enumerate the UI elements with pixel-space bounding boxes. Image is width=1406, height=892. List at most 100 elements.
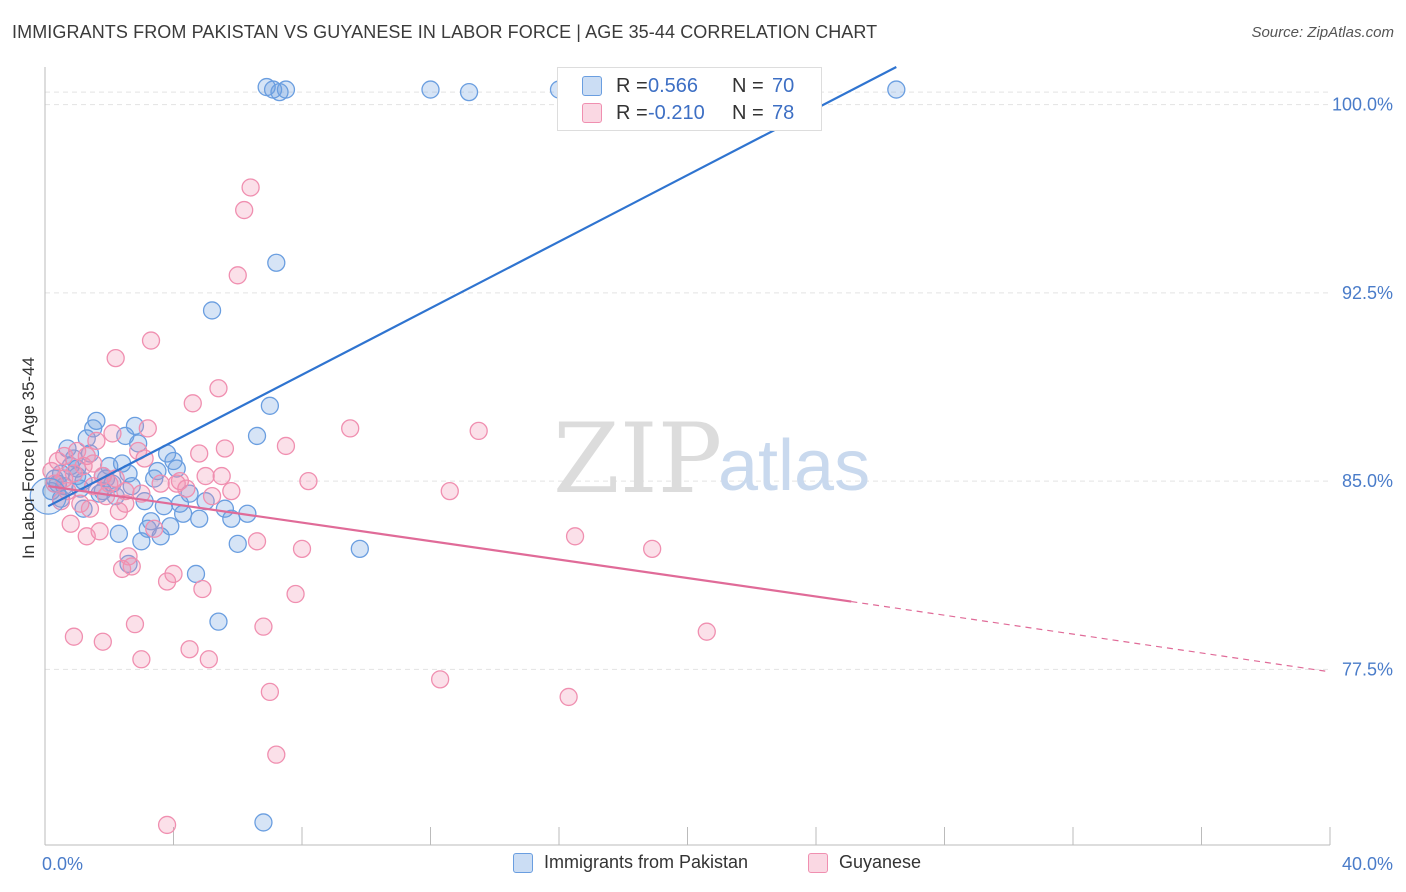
guyanese-point: [177, 479, 196, 498]
pakistan-point: [247, 426, 267, 446]
guyanese-point: [145, 519, 164, 538]
watermark: ZIP atlas: [553, 403, 870, 515]
guyanese-point: [180, 640, 199, 659]
guyanese-point: [292, 539, 312, 559]
pakistan-point: [173, 504, 193, 523]
guyanese-point: [286, 584, 305, 604]
guyanese-point: [164, 564, 183, 584]
y-tick-label: 85.0%: [1342, 471, 1393, 491]
guyanese-point: [64, 464, 84, 483]
pakistan-point: [180, 484, 199, 503]
y-tick-label: 77.5%: [1342, 659, 1393, 679]
guyanese-point: [116, 494, 135, 513]
pakistan-point: [154, 497, 174, 516]
guyanese-point: [222, 481, 241, 501]
guyanese-point: [119, 547, 138, 566]
guyanese-point: [87, 431, 106, 451]
guyanese-point: [157, 572, 177, 591]
r-label: R =: [616, 102, 648, 124]
guyanese-point: [430, 670, 450, 689]
pakistan-point: [267, 253, 286, 272]
guyanese-point: [267, 745, 286, 764]
x-tick-label: 40.0%: [1342, 854, 1393, 874]
pakistan-point: [260, 396, 280, 415]
pakistan-point: [254, 813, 273, 832]
pakistan-point: [74, 499, 93, 518]
guyanese-point: [71, 494, 90, 513]
guyanese-point: [193, 579, 212, 599]
pakistan-legend-label: Immigrants from Pakistan: [544, 852, 749, 872]
guyanese-swatch: [582, 103, 602, 123]
guyanese-point: [228, 266, 247, 285]
guyanese-point: [151, 474, 170, 493]
pakistan-point: [186, 564, 206, 584]
guyanese-point: [341, 419, 360, 438]
guyanese-point: [440, 481, 459, 501]
guyanese-point: [643, 539, 662, 559]
guyanese-point: [190, 444, 209, 463]
pakistan-swatch: [582, 76, 602, 96]
n-label: N =: [732, 75, 764, 97]
guyanese-point: [235, 200, 254, 220]
stats-legend: R = 0.566 N = 70 R = -0.210 N = 78: [557, 67, 822, 131]
guyanese-legend-label: Guyanese: [839, 852, 922, 872]
guyanese-point: [697, 622, 716, 641]
watermark-zip: ZIP: [553, 403, 722, 515]
n-label: N =: [732, 102, 764, 124]
guyanese-point: [260, 682, 280, 702]
guyanese-point: [84, 454, 103, 473]
pakistan-point: [421, 80, 440, 99]
guyanese-point: [157, 815, 177, 835]
guyanese-legend-swatch: [808, 853, 828, 873]
guyanese-point: [106, 348, 125, 368]
guyanese-point: [61, 514, 80, 533]
points-layer: [29, 77, 906, 835]
guyanese-trend-line: [48, 485, 852, 603]
guyanese-point: [183, 394, 202, 413]
guyanese-point: [559, 687, 578, 707]
guyanese-point: [209, 379, 228, 398]
pakistan-point: [459, 82, 479, 102]
guyanese-point: [202, 487, 222, 506]
y-tick-label: 100.0%: [1332, 95, 1393, 115]
guyanese-point: [138, 419, 157, 438]
pakistan-legend-swatch: [513, 853, 533, 873]
guyanese-point: [247, 532, 267, 551]
guyanese-point: [64, 627, 84, 646]
guyanese-point: [77, 446, 96, 466]
guyanese-point: [67, 441, 87, 461]
grid-layer: [45, 91, 1330, 670]
x-tick-label: 0.0%: [42, 854, 83, 874]
guyanese-point: [109, 502, 129, 521]
guyanese-point: [199, 650, 218, 669]
guyanese-trend-extension: [851, 600, 1331, 673]
guyanese-point: [93, 632, 112, 651]
guyanese-point: [196, 466, 215, 486]
pakistan-trend-line: [47, 66, 897, 508]
n-value: 70: [772, 75, 795, 97]
pakistan-point: [276, 80, 296, 99]
guyanese-point: [212, 466, 231, 486]
pakistan-point: [209, 612, 228, 631]
guyanese-point: [469, 421, 488, 441]
guyanese-point: [167, 474, 186, 493]
r-value: -0.210: [648, 102, 705, 124]
guyanese-point: [80, 499, 100, 518]
guyanese-point: [141, 331, 161, 350]
y-axis-label: In Labor Force | Age 35-44: [19, 357, 38, 559]
guyanese-point: [77, 527, 96, 546]
r-value: 0.566: [648, 75, 699, 97]
pakistan-point: [228, 534, 247, 553]
watermark-atlas: atlas: [718, 426, 870, 506]
guyanese-point: [254, 617, 273, 636]
pakistan-point: [202, 301, 222, 320]
guyanese-point: [132, 650, 151, 669]
pakistan-point: [161, 517, 180, 536]
pakistan-point: [887, 80, 906, 99]
axis-layer: 77.5% 85.0% 92.5% 100.0% 0.0% 40.0%: [42, 67, 1393, 874]
n-value: 78: [772, 102, 795, 124]
pakistan-point: [87, 411, 106, 431]
guyanese-point: [241, 178, 260, 197]
pakistan-point: [350, 539, 369, 559]
